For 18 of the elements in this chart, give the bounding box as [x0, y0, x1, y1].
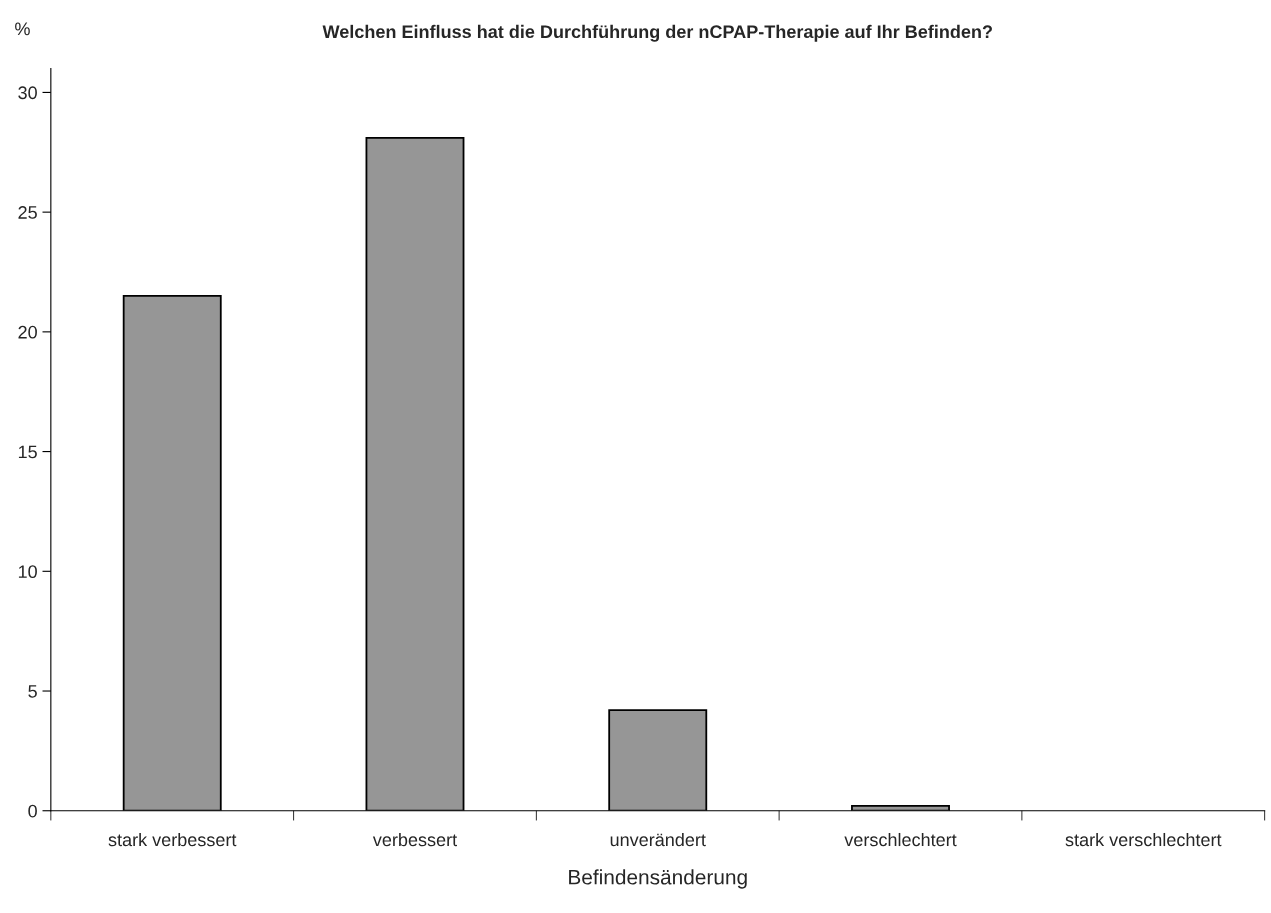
x-tick-label: verschlechtert — [844, 832, 957, 847]
x-tick-label: stark verbessert — [108, 832, 237, 847]
y-tick-label: 15 — [18, 445, 37, 459]
y-tick-label: 20 — [18, 325, 37, 339]
y-tick-label: 25 — [18, 206, 37, 219]
x-tick-label: verbessert — [372, 832, 457, 847]
chart-title: Welchen Einfluss hat die Durchführung der nCPAP-Therapie auf Ihr Befinden? — [322, 24, 992, 42]
y-tick-label: 10 — [18, 565, 37, 579]
bar — [365, 137, 465, 811]
y-tick-label: 5 — [28, 685, 37, 698]
y-tick-label: 0 — [28, 804, 37, 818]
y-tick-label: 30 — [18, 86, 37, 100]
x-tick-label: unverändert — [610, 832, 706, 847]
x-tick-label: stark verschlechtert — [1065, 832, 1222, 847]
bar — [122, 295, 222, 811]
bar — [608, 709, 708, 811]
x-axis-title: Befindensänderung — [569, 869, 747, 889]
y-axis-title: % — [15, 22, 30, 36]
